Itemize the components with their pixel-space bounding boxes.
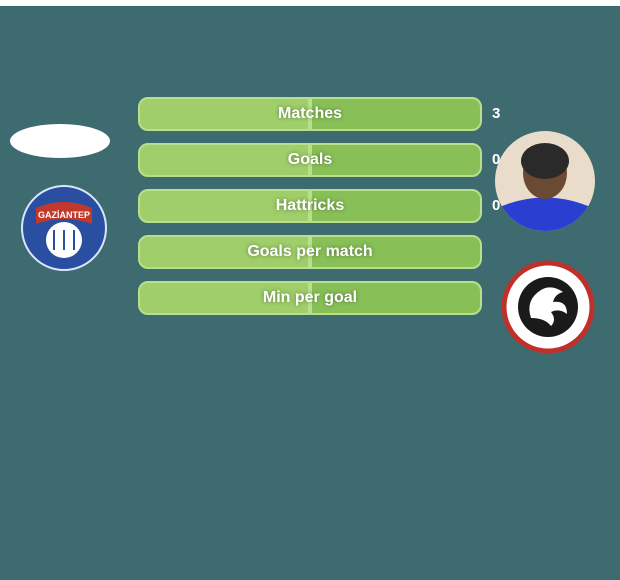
stat-row: Goals0 (0, 143, 620, 177)
stat-value-right: 0 (482, 143, 620, 177)
stat-row: Min per goal (0, 281, 620, 315)
stat-value-right: 3 (482, 97, 620, 131)
stat-value-right: 0 (482, 189, 620, 223)
stat-row: Goals per match (0, 235, 620, 269)
stat-label: Min per goal (0, 281, 620, 315)
stat-row: Matches3 (0, 97, 620, 131)
stats-table: Matches3 Goals0 Hattricks0 Goals per match M… (0, 97, 620, 315)
stat-label: Goals per match (0, 235, 620, 269)
stat-row: Hattricks0 (0, 189, 620, 223)
